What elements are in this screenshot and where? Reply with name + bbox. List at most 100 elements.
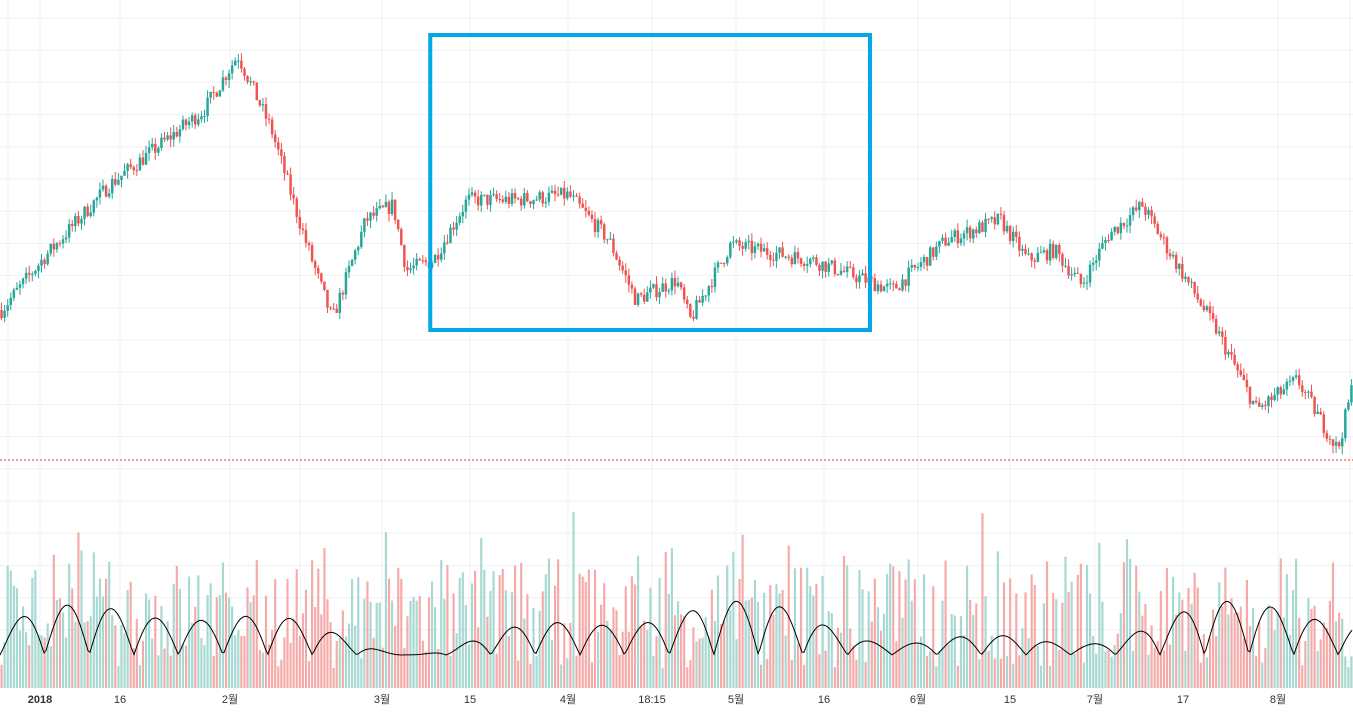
volume-bar	[1079, 563, 1082, 688]
candle-body	[313, 261, 317, 268]
candle-body	[1067, 265, 1070, 276]
candle-body	[762, 248, 766, 252]
volume-bar	[1199, 662, 1202, 688]
candle-body	[452, 227, 455, 230]
volume-bar	[824, 650, 827, 688]
candle-body	[1091, 262, 1095, 265]
candle-body	[350, 259, 354, 266]
volume-bar	[1012, 663, 1015, 688]
volume-bar	[418, 595, 421, 688]
volume-bar	[363, 598, 366, 688]
volume-bar	[1221, 606, 1224, 688]
volume-bar	[49, 646, 52, 688]
volume-bar	[1073, 653, 1076, 688]
candle-body	[403, 245, 406, 267]
volume-bar	[538, 610, 541, 688]
volume-bar	[77, 532, 80, 688]
volume-bar	[280, 659, 283, 688]
candle-body	[873, 278, 877, 292]
candle-body	[719, 262, 723, 264]
candle-body	[833, 260, 837, 275]
candle-body	[194, 115, 197, 125]
candle-body	[624, 270, 627, 276]
volume-bar	[692, 627, 695, 688]
candle-body	[646, 292, 649, 302]
volume-bar	[71, 588, 74, 688]
candle-body	[563, 187, 566, 199]
candle-body	[366, 218, 369, 221]
volume-bar	[200, 637, 203, 688]
volume-bar	[1128, 558, 1132, 688]
candle-body	[393, 199, 397, 221]
volume-bar	[114, 625, 117, 688]
candle-body	[470, 192, 474, 195]
candle-body	[169, 135, 172, 140]
candle-body	[1239, 370, 1242, 376]
volume-bar	[271, 629, 274, 688]
candle-body	[1190, 281, 1193, 283]
volume-bar	[434, 607, 437, 688]
candle-body	[1270, 396, 1273, 400]
candle-body	[535, 199, 538, 201]
volume-bar	[1144, 604, 1147, 688]
volume-bar	[163, 648, 166, 688]
volume-bar	[498, 575, 501, 688]
volume-bar	[1092, 636, 1095, 688]
volume-bar	[781, 589, 784, 688]
volume-bar	[560, 664, 563, 688]
volume-bar	[415, 600, 418, 688]
candle-body	[341, 292, 345, 295]
candle-body	[519, 198, 523, 206]
candle-body	[347, 265, 351, 273]
volume-bar	[1015, 593, 1018, 688]
volume-bar	[403, 648, 406, 688]
volume-bar	[901, 617, 904, 688]
candle-body	[117, 179, 120, 185]
volume-bar	[1245, 579, 1248, 688]
candle-body	[707, 286, 711, 296]
candle-body	[111, 178, 114, 194]
volume-bar	[1009, 578, 1012, 688]
volume-bar	[590, 662, 594, 688]
volume-bar	[950, 613, 953, 688]
candle-body	[1347, 402, 1350, 410]
candle-body	[1264, 405, 1267, 407]
candle-body	[556, 194, 560, 196]
volume-bar	[61, 612, 65, 688]
volume-bar	[1187, 587, 1190, 688]
volume-bar	[323, 548, 326, 688]
volume-bar	[990, 635, 993, 688]
candle-body	[83, 206, 86, 219]
candle-body	[1051, 243, 1055, 258]
candle-body	[547, 192, 551, 202]
volume-bar	[332, 667, 335, 688]
candle-body	[953, 230, 957, 238]
volume-bar	[169, 655, 172, 688]
candle-body	[132, 167, 135, 171]
volume-bar	[181, 644, 185, 688]
volume-bar	[959, 616, 963, 688]
candle-body	[326, 289, 329, 308]
candle-body	[606, 239, 609, 241]
volume-bar	[597, 631, 600, 688]
volume-bar	[882, 613, 886, 688]
candle-body	[264, 104, 268, 119]
x-tick-label: 16	[818, 694, 830, 706]
volume-bar	[938, 650, 941, 688]
candle-body	[1119, 222, 1123, 234]
volume-bar	[1193, 572, 1196, 688]
volume-bar	[796, 643, 800, 688]
volume-bar	[144, 593, 148, 688]
volume-bar	[1248, 626, 1252, 688]
volume-bar	[221, 562, 225, 688]
candle-body	[378, 205, 381, 209]
volume-bar	[495, 653, 498, 688]
volume-bar	[926, 655, 929, 688]
volume-bar	[329, 622, 332, 688]
candle-body	[812, 257, 815, 259]
volume-bar	[1335, 621, 1338, 688]
candle-body	[206, 97, 209, 117]
volume-bar	[172, 584, 175, 688]
